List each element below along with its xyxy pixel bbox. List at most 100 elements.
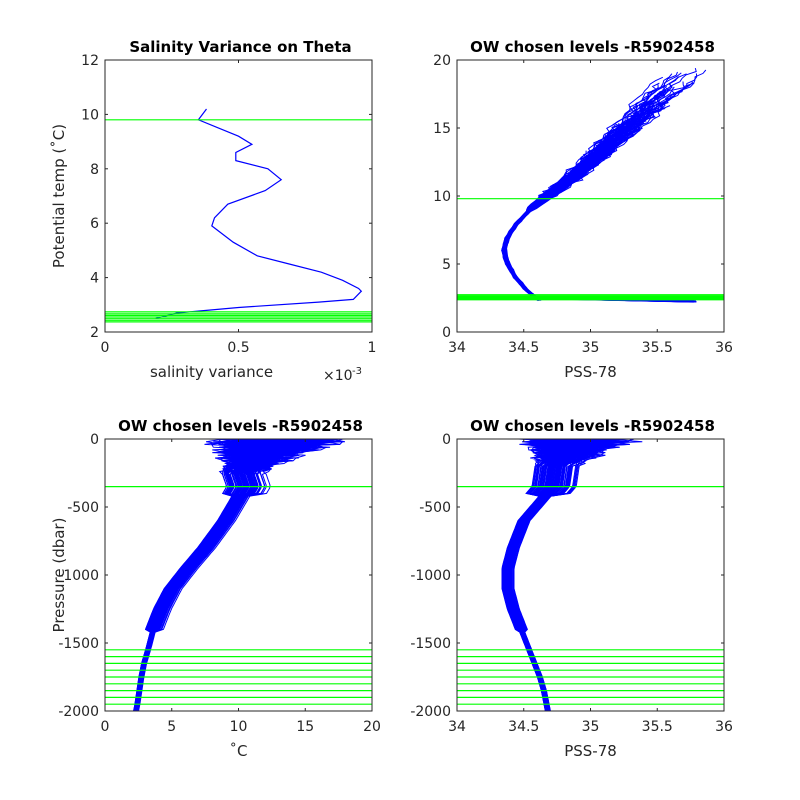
x-tick-label: 35: [582, 719, 600, 735]
chart-title: OW chosen levels -R5902458: [470, 38, 715, 56]
theta-salinity-profile: [504, 119, 643, 301]
theta-salinity-profile: [504, 111, 651, 300]
x-tick-label: 35.5: [642, 340, 673, 356]
theta-salinity-profile: [503, 101, 696, 303]
theta-salinity-profile: [504, 156, 607, 301]
y-tick-label: -500: [67, 500, 99, 516]
theta-salinity-profile: [503, 93, 695, 303]
x-tick-label: 10: [230, 719, 248, 735]
y-tick-label: 5: [442, 257, 451, 273]
y-tick-label: -1000: [58, 568, 99, 584]
theta-salinity-profile: [503, 76, 694, 302]
y-tick-label: 6: [90, 216, 99, 232]
theta-salinity-profile: [504, 84, 690, 300]
y-tick-label: 10: [81, 107, 99, 123]
x-tick-label: 5: [167, 719, 176, 735]
theta-salinity-profile: [503, 79, 695, 302]
theta-salinity-profile: [501, 76, 664, 299]
x-axis-exponent-power: -3: [352, 366, 362, 377]
variance-line: [155, 108, 363, 319]
theta-salinity-profile: [504, 141, 697, 302]
theta-salinity-profile: [504, 85, 690, 301]
theta-salinity-profile: [503, 86, 696, 302]
y-tick-label: 10: [433, 189, 451, 205]
plot-panel-3: 0 5 10 15 20 -2000 -1500 -1000 -500 0 OW chosen le…: [50, 417, 381, 760]
plot-panel-2: 34 34.5 35 35.5 36 0 5 10 15 20 OW chosen levels -…: [433, 38, 733, 381]
theta-salinity-profile: [503, 107, 659, 299]
axes-box: [104, 59, 373, 333]
temperature-pressure-profile: [134, 439, 315, 711]
x-tick-label: 36: [715, 719, 733, 735]
chart-title: OW chosen levels -R5902458: [118, 417, 363, 435]
x-tick-label: 35.5: [642, 719, 673, 735]
x-axis-label: ˚C: [230, 742, 248, 760]
x-tick-label: 34.5: [508, 719, 539, 735]
theta-salinity-profile: [502, 99, 694, 302]
x-tick-label: 34: [448, 719, 466, 735]
theta-salinity-profile: [504, 81, 686, 300]
theta-salinity-profile: [504, 148, 696, 303]
theta-salinity-profile: [502, 100, 694, 302]
x-tick-label: 36: [715, 340, 733, 356]
plot-data-area: [457, 67, 724, 303]
theta-salinity-profile: [504, 73, 698, 302]
theta-salinity-profile: [503, 92, 660, 301]
y-tick-label: 2: [90, 325, 99, 341]
chart-title: OW chosen levels -R5902458: [470, 417, 715, 435]
y-tick-label: 20: [433, 53, 451, 69]
chart-title: Salinity Variance on Theta: [129, 38, 351, 56]
theta-salinity-profile: [504, 107, 658, 300]
theta-salinity-profile: [502, 73, 673, 299]
theta-salinity-profile: [503, 148, 696, 303]
x-axis-label: PSS-78: [564, 742, 617, 760]
y-tick-label: 0: [442, 432, 451, 448]
theta-salinity-profile: [501, 118, 624, 299]
temperature-pressure-profile: [137, 439, 341, 711]
salinity-pressure-profile: [512, 439, 631, 711]
y-tick-label: -1500: [58, 636, 99, 652]
x-axis-exponent: ×10: [323, 368, 353, 384]
theta-salinity-profile: [505, 69, 707, 302]
x-tick-label: 20: [363, 719, 381, 735]
theta-salinity-profile: [504, 105, 662, 300]
y-tick-label: 0: [90, 432, 99, 448]
theta-salinity-profile: [504, 97, 697, 303]
y-axis-label: Pressure (dbar): [50, 518, 68, 633]
theta-salinity-profile: [502, 167, 584, 301]
y-tick-label: 12: [81, 53, 99, 69]
theta-salinity-profile: [504, 149, 609, 300]
plot-panel-4: 34 34.5 35 35.5 36 -2000 -1500 -1000 -500 0 OW cho…: [410, 417, 733, 760]
x-tick-label: 34: [448, 340, 466, 356]
x-axis-label: PSS-78: [564, 363, 617, 381]
theta-salinity-profile: [502, 165, 694, 303]
y-tick-label: -1000: [410, 568, 451, 584]
salinity-pressure-profile: [502, 439, 579, 711]
x-tick-label: 34.5: [508, 340, 539, 356]
temperature-pressure-profile: [135, 439, 309, 711]
theta-salinity-profile: [502, 89, 695, 302]
theta-salinity-profile: [506, 105, 671, 300]
y-tick-label: -2000: [410, 704, 451, 720]
y-tick-label: 4: [90, 271, 99, 287]
theta-salinity-profile: [502, 161, 695, 302]
x-tick-label: 1: [368, 340, 377, 356]
theta-salinity-profile: [501, 83, 694, 303]
y-axis-label: Potential temp (˚C): [50, 124, 68, 268]
plot-data-area: [105, 108, 372, 323]
y-tick-label: 8: [90, 162, 99, 178]
y-tick-label: -1500: [410, 636, 451, 652]
salinity-pressure-profile: [505, 439, 585, 711]
x-tick-label: 0: [101, 340, 110, 356]
salinity-pressure-profile: [510, 439, 608, 711]
plot-data-area: [457, 439, 724, 711]
temperature-pressure-profile: [133, 439, 281, 711]
x-tick-label: 0: [101, 719, 110, 735]
axes-box: [456, 59, 725, 333]
theta-salinity-profile: [503, 121, 641, 300]
x-tick-label: 0.5: [227, 340, 249, 356]
theta-salinity-profile: [505, 82, 695, 301]
y-tick-label: -2000: [58, 704, 99, 720]
x-tick-label: 35: [582, 340, 600, 356]
